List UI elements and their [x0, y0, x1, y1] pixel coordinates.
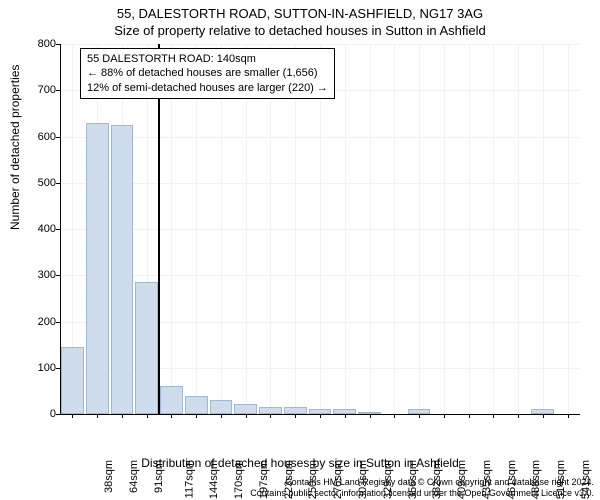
xtick-mark	[320, 414, 321, 418]
gridline-v	[196, 44, 197, 414]
annotation-line-2: ← 88% of detached houses are smaller (1,…	[87, 66, 328, 80]
annotation-line-3: 12% of semi-detached houses are larger (…	[87, 81, 328, 95]
ytick-mark	[56, 275, 60, 276]
xtick-label: 409sqm	[456, 460, 468, 499]
xtick-mark	[196, 414, 197, 418]
xtick-mark	[72, 414, 73, 418]
gridline-v	[171, 44, 172, 414]
xtick-label: 197sqm	[258, 460, 270, 499]
ytick-label: 300	[16, 269, 56, 281]
xtick-mark	[493, 414, 494, 418]
plot-area	[60, 44, 580, 414]
xtick-label: 64sqm	[128, 460, 140, 493]
xtick-label: 223sqm	[283, 460, 295, 499]
ytick-mark	[56, 414, 60, 415]
ytick-label: 0	[16, 408, 56, 420]
gridline-v	[394, 44, 395, 414]
xtick-mark	[171, 414, 172, 418]
gridline-v	[270, 44, 271, 414]
ytick-mark	[56, 322, 60, 323]
gridline-v	[469, 44, 470, 414]
xtick-mark	[122, 414, 123, 418]
ytick-mark	[56, 368, 60, 369]
histogram-bar	[259, 407, 282, 414]
xtick-mark	[97, 414, 98, 418]
xtick-label: 329sqm	[382, 460, 394, 499]
xtick-label: 144sqm	[209, 460, 221, 499]
gridline-v	[221, 44, 222, 414]
gridline-v	[295, 44, 296, 414]
histogram-bar	[160, 386, 183, 414]
xtick-mark	[345, 414, 346, 418]
histogram-bar	[284, 407, 307, 414]
histogram-bar	[135, 282, 158, 414]
ytick-label: 600	[16, 131, 56, 143]
xtick-mark	[469, 414, 470, 418]
ytick-label: 800	[16, 38, 56, 50]
xtick-label: 276sqm	[332, 460, 344, 499]
gridline-v	[246, 44, 247, 414]
gridline-v	[320, 44, 321, 414]
histogram-bar	[185, 396, 208, 415]
xtick-mark	[147, 414, 148, 418]
histogram-bar	[210, 400, 233, 414]
ytick-label: 200	[16, 316, 56, 328]
xtick-label: 541sqm	[580, 460, 592, 499]
xtick-mark	[518, 414, 519, 418]
attribution-block: Contains HM Land Registry data © Crown c…	[0, 477, 594, 498]
histogram-bar	[234, 404, 257, 414]
xtick-label: 250sqm	[308, 460, 320, 499]
chart-title-block: 55, DALESTORTH ROAD, SUTTON-IN-ASHFIELD,…	[0, 0, 600, 38]
title-line-2: Size of property relative to detached ho…	[0, 23, 600, 38]
xtick-mark	[295, 414, 296, 418]
xtick-mark	[419, 414, 420, 418]
xtick-label: 435sqm	[481, 460, 493, 499]
attribution-line-1: Contains HM Land Registry data © Crown c…	[0, 477, 594, 487]
title-line-1: 55, DALESTORTH ROAD, SUTTON-IN-ASHFIELD,…	[0, 6, 600, 21]
gridline-v	[568, 44, 569, 414]
histogram-bar	[111, 125, 134, 414]
ytick-mark	[56, 183, 60, 184]
annotation-line-1: 55 DALESTORTH ROAD: 140sqm	[87, 52, 328, 66]
xtick-label: 356sqm	[407, 460, 419, 499]
xtick-label: 514sqm	[555, 460, 567, 499]
xtick-mark	[543, 414, 544, 418]
xtick-mark	[444, 414, 445, 418]
xtick-label: 38sqm	[103, 460, 115, 493]
ytick-label: 400	[16, 223, 56, 235]
ytick-label: 700	[16, 84, 56, 96]
y-axis-line	[60, 44, 61, 414]
xtick-label: 170sqm	[233, 460, 245, 499]
xtick-mark	[568, 414, 569, 418]
ytick-mark	[56, 44, 60, 45]
xtick-label: 382sqm	[431, 460, 443, 499]
xtick-mark	[394, 414, 395, 418]
gridline-v	[444, 44, 445, 414]
xtick-label: 91sqm	[153, 460, 165, 493]
annotation-box: 55 DALESTORTH ROAD: 140sqm ← 88% of deta…	[80, 48, 335, 99]
ytick-mark	[56, 137, 60, 138]
ytick-label: 100	[16, 362, 56, 374]
xtick-mark	[246, 414, 247, 418]
gridline-v	[370, 44, 371, 414]
ytick-label: 500	[16, 177, 56, 189]
gridline-v	[345, 44, 346, 414]
gridline-v	[518, 44, 519, 414]
xtick-label: 461sqm	[506, 460, 518, 499]
gridline-v	[419, 44, 420, 414]
attribution-line-2: Contains public sector information licen…	[0, 488, 594, 498]
highlight-line	[158, 44, 160, 414]
histogram-bar	[86, 123, 109, 414]
gridline-v	[543, 44, 544, 414]
ytick-mark	[56, 90, 60, 91]
xtick-mark	[221, 414, 222, 418]
histogram-bar	[61, 347, 84, 414]
xtick-mark	[270, 414, 271, 418]
ytick-mark	[56, 229, 60, 230]
gridline-v	[493, 44, 494, 414]
xtick-label: 488sqm	[530, 460, 542, 499]
xtick-label: 303sqm	[357, 460, 369, 499]
xtick-label: 117sqm	[183, 460, 195, 498]
xtick-mark	[370, 414, 371, 418]
